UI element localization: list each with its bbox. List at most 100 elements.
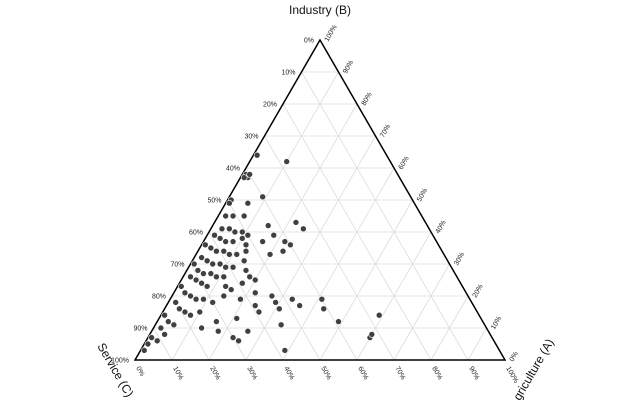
point (190, 260, 198, 268)
a-tick-label: 20% (208, 366, 221, 382)
point (240, 257, 248, 265)
point (281, 238, 289, 245)
point (227, 286, 235, 293)
a-tick-label: 30% (245, 366, 258, 382)
b-tick-label: 80% (361, 91, 374, 107)
point (161, 331, 168, 338)
point (335, 318, 342, 325)
grid-line (319, 199, 413, 361)
point (181, 308, 189, 316)
point (292, 219, 300, 226)
c-tick-label: 10% (281, 70, 295, 77)
point (237, 295, 244, 303)
point (192, 295, 200, 303)
grid-line (227, 199, 321, 361)
grid-line (393, 263, 450, 361)
point (220, 273, 228, 281)
grid-line (153, 327, 173, 361)
a-tick-label: 50% (319, 366, 332, 382)
c-tick-label: 0% (304, 38, 314, 45)
point (207, 270, 215, 277)
point (318, 295, 326, 303)
a-tick-label: 0% (134, 366, 145, 378)
b-tick-label: 30% (453, 251, 466, 267)
point (222, 283, 229, 290)
point (246, 171, 253, 178)
point (244, 231, 252, 239)
grid-line (190, 263, 247, 361)
point (259, 238, 266, 245)
b-tick-label: 10% (490, 315, 503, 331)
point (255, 308, 263, 316)
b-tick-label: 60% (398, 155, 411, 171)
point (229, 263, 237, 271)
point (200, 295, 207, 303)
point (368, 331, 376, 338)
b-tick-label: 100% (324, 24, 339, 43)
grid-line (301, 71, 469, 361)
point (222, 212, 229, 220)
c-tick-label: 90% (133, 326, 147, 333)
a-tick-label: 40% (282, 366, 295, 382)
point (203, 283, 211, 290)
point (209, 260, 216, 268)
point (216, 235, 224, 242)
point (229, 238, 237, 245)
point (157, 324, 165, 332)
triangle-border (133, 38, 507, 361)
axis-title: Service (C) (94, 341, 136, 400)
c-tick-label: 30% (244, 134, 258, 141)
point (229, 334, 237, 341)
point (242, 267, 250, 274)
point (277, 321, 285, 329)
point (202, 241, 209, 249)
point (187, 273, 194, 281)
point (272, 299, 279, 306)
point (226, 225, 233, 233)
grid-line (264, 135, 395, 361)
point (242, 247, 250, 255)
a-tick-label: 60% (356, 366, 369, 382)
b-tick-label: 0% (509, 351, 520, 363)
point (231, 228, 239, 236)
point (239, 235, 246, 242)
point (172, 299, 179, 306)
point (211, 231, 218, 239)
point (196, 308, 204, 316)
point (239, 228, 246, 236)
point (240, 212, 248, 220)
point (177, 283, 185, 290)
b-tick-label: 90% (342, 59, 355, 75)
point (259, 193, 266, 201)
point (268, 292, 276, 300)
point (209, 299, 216, 306)
point (153, 337, 161, 345)
point (235, 337, 242, 345)
c-tick-label: 80% (152, 294, 166, 301)
point (281, 347, 289, 354)
a-tick-label: 100% (504, 366, 519, 385)
point (266, 251, 274, 258)
point (213, 273, 220, 281)
point (161, 311, 168, 319)
point (203, 257, 211, 265)
point (198, 324, 205, 332)
point (216, 260, 224, 268)
point (198, 254, 205, 261)
point (300, 225, 307, 233)
point (226, 251, 233, 258)
point (176, 305, 183, 313)
grid-line (245, 135, 376, 361)
point (170, 321, 178, 329)
grid-line (430, 295, 469, 361)
point (187, 292, 194, 300)
point (275, 305, 283, 313)
point (246, 273, 253, 281)
a-tick-label: 80% (430, 366, 443, 382)
axis-title: Industry (B) (289, 3, 351, 17)
point (229, 212, 237, 220)
point (270, 231, 278, 239)
point (233, 251, 241, 258)
point (148, 334, 155, 341)
point (320, 305, 328, 313)
